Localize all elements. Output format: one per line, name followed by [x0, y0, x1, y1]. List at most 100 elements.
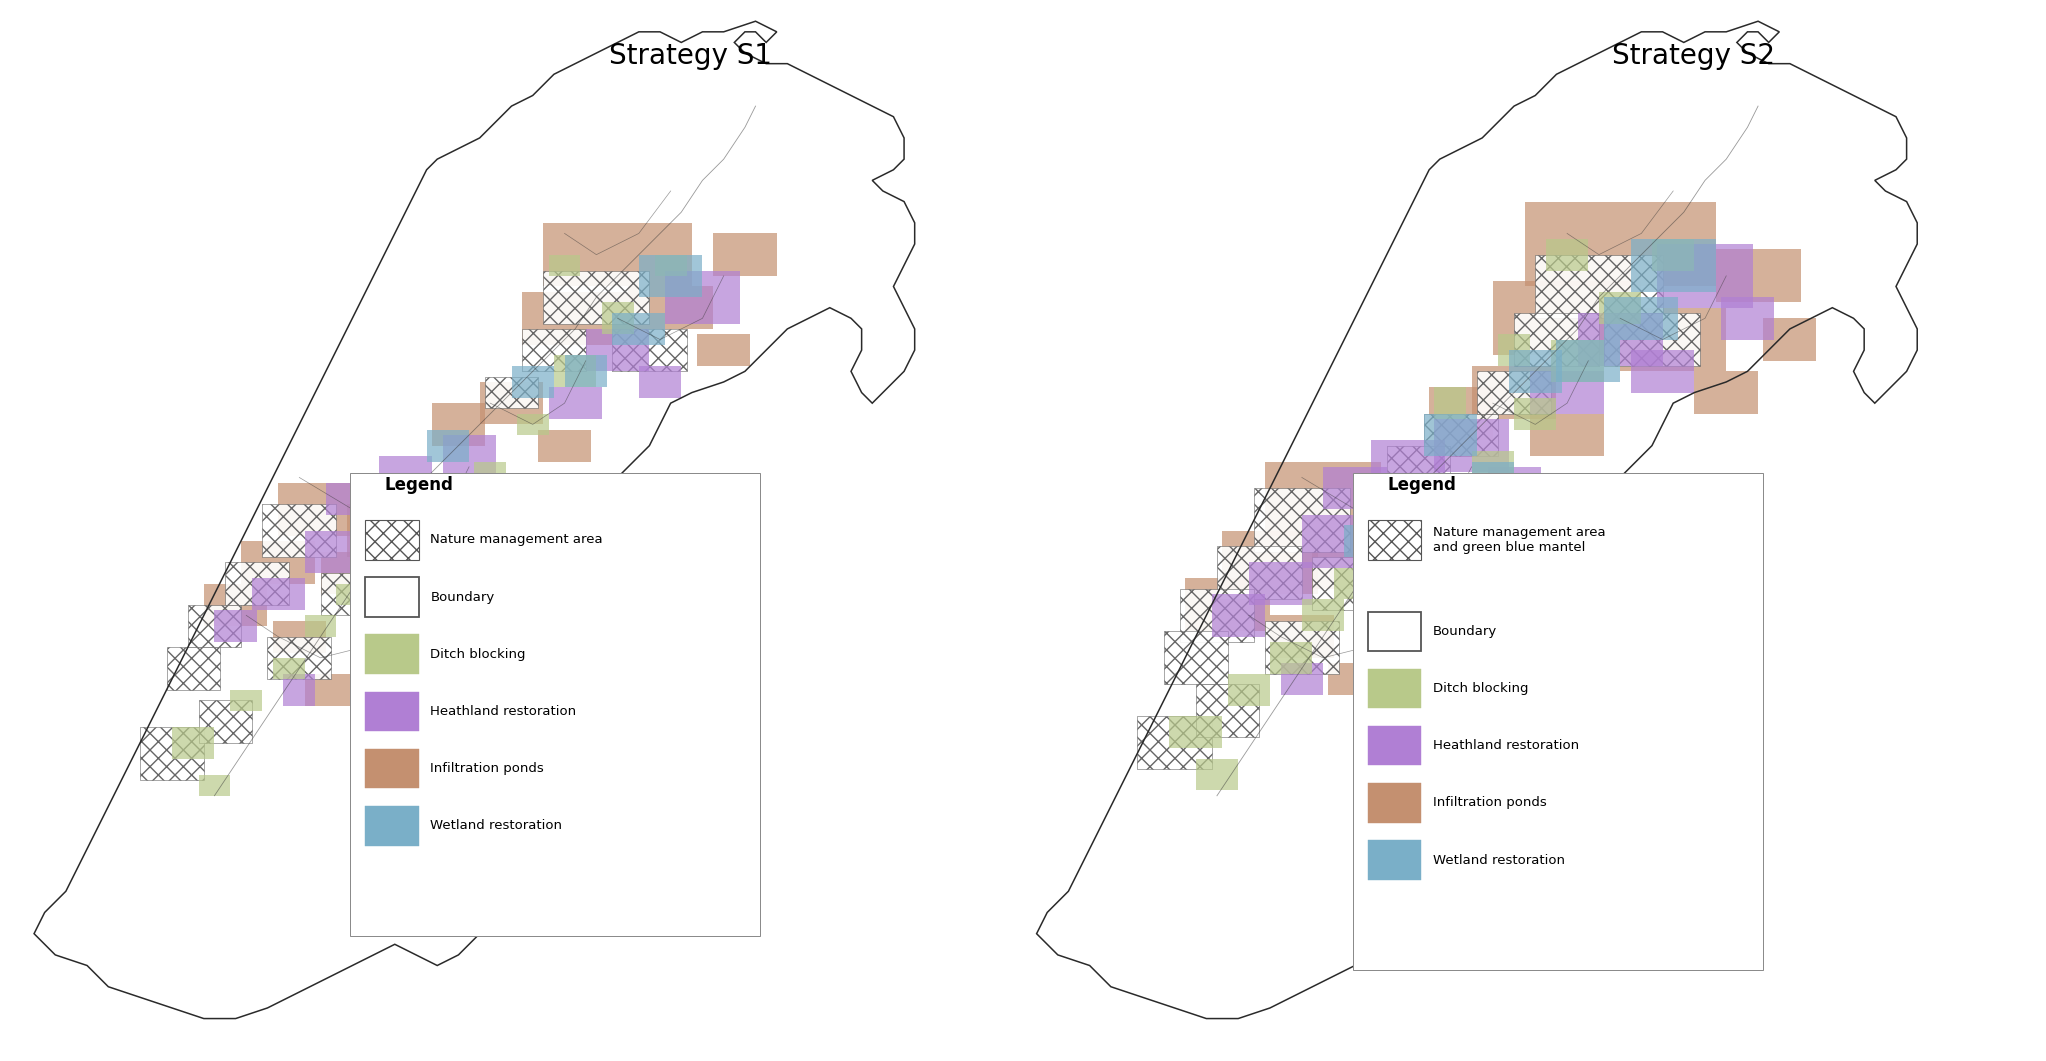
FancyBboxPatch shape	[1352, 473, 1764, 971]
Bar	[585, 329, 649, 371]
Bar	[385, 610, 428, 642]
FancyBboxPatch shape	[350, 473, 761, 936]
Bar	[272, 621, 325, 653]
Text: Boundary: Boundary	[1432, 625, 1498, 638]
Bar	[1281, 663, 1324, 695]
Bar	[139, 727, 205, 780]
Bar	[548, 255, 581, 276]
Bar	[612, 313, 665, 345]
Bar	[714, 233, 777, 276]
Bar	[1328, 663, 1381, 695]
Polygon shape	[1037, 21, 1917, 1019]
FancyBboxPatch shape	[1367, 611, 1422, 651]
Bar	[628, 286, 714, 329]
Bar	[1365, 536, 1408, 568]
Bar	[1181, 589, 1254, 642]
Bar	[368, 663, 401, 695]
Bar	[522, 329, 585, 371]
Bar	[1344, 525, 1387, 557]
Bar	[1414, 530, 1467, 573]
Bar	[198, 775, 231, 796]
Bar	[1524, 202, 1717, 286]
Bar	[1604, 297, 1678, 340]
Bar	[1721, 297, 1774, 340]
Bar	[166, 647, 219, 690]
Bar	[1530, 414, 1604, 456]
Bar	[1514, 313, 1598, 366]
FancyBboxPatch shape	[1367, 840, 1422, 880]
Bar	[1631, 350, 1694, 393]
Bar	[432, 403, 485, 446]
Bar	[452, 695, 505, 727]
Bar	[1577, 313, 1663, 366]
Text: Heathland restoration: Heathland restoration	[430, 705, 577, 718]
Bar	[368, 552, 401, 573]
Bar	[278, 483, 362, 536]
Bar	[1440, 483, 1481, 515]
Text: Strategy S2: Strategy S2	[1612, 41, 1774, 70]
Bar	[442, 499, 475, 520]
Bar	[1334, 568, 1377, 599]
Bar	[1264, 621, 1338, 674]
Text: Boundary: Boundary	[430, 591, 495, 604]
Bar	[336, 584, 368, 605]
Bar	[262, 504, 336, 557]
FancyBboxPatch shape	[364, 749, 419, 788]
Bar	[544, 271, 649, 324]
Bar	[1557, 340, 1620, 382]
Polygon shape	[35, 21, 915, 1019]
Bar	[1657, 244, 1753, 308]
Bar	[1397, 504, 1440, 536]
Bar	[1311, 536, 1397, 589]
Bar	[1434, 387, 1467, 419]
Bar	[1217, 546, 1301, 599]
Bar	[205, 584, 268, 626]
Bar	[548, 387, 602, 419]
Text: Nature management area: Nature management area	[430, 534, 604, 546]
Bar	[1424, 414, 1498, 456]
FancyBboxPatch shape	[1367, 520, 1422, 559]
Bar	[1324, 467, 1387, 509]
Bar	[1451, 684, 1514, 716]
Bar	[1301, 599, 1344, 631]
Bar	[665, 271, 739, 324]
Bar	[1228, 674, 1271, 706]
Text: Ditch blocking: Ditch blocking	[430, 647, 526, 661]
Bar	[379, 456, 432, 499]
Bar	[1185, 578, 1271, 631]
Text: Legend: Legend	[385, 476, 454, 494]
Bar	[1377, 637, 1440, 679]
Bar	[1487, 467, 1541, 509]
Bar	[348, 504, 421, 557]
Bar	[479, 382, 544, 424]
Bar	[1477, 371, 1551, 414]
Bar	[305, 674, 358, 706]
FancyBboxPatch shape	[364, 634, 419, 674]
Bar	[602, 302, 634, 334]
Text: Wetland restoration: Wetland restoration	[430, 819, 563, 832]
Bar	[188, 605, 241, 647]
Bar	[268, 637, 331, 679]
Bar	[1271, 615, 1334, 658]
Bar	[321, 552, 385, 594]
Bar	[1430, 387, 1494, 440]
Bar	[241, 541, 315, 584]
Bar	[1387, 483, 1430, 515]
Bar	[1514, 398, 1557, 430]
Text: Infiltration ponds: Infiltration ponds	[1432, 797, 1547, 810]
Bar	[1414, 578, 1467, 610]
Bar	[1264, 462, 1381, 536]
Bar	[1471, 599, 1514, 631]
Bar	[475, 462, 505, 493]
Bar	[1620, 308, 1727, 371]
FancyBboxPatch shape	[364, 520, 419, 559]
Bar	[1530, 371, 1604, 414]
Bar	[522, 292, 628, 345]
Bar	[1694, 371, 1758, 414]
Bar	[1534, 255, 1663, 318]
Text: Ditch blocking: Ditch blocking	[1432, 682, 1528, 695]
Bar	[638, 255, 702, 297]
Bar	[428, 430, 469, 462]
Bar	[538, 430, 591, 462]
Bar	[1631, 239, 1717, 292]
